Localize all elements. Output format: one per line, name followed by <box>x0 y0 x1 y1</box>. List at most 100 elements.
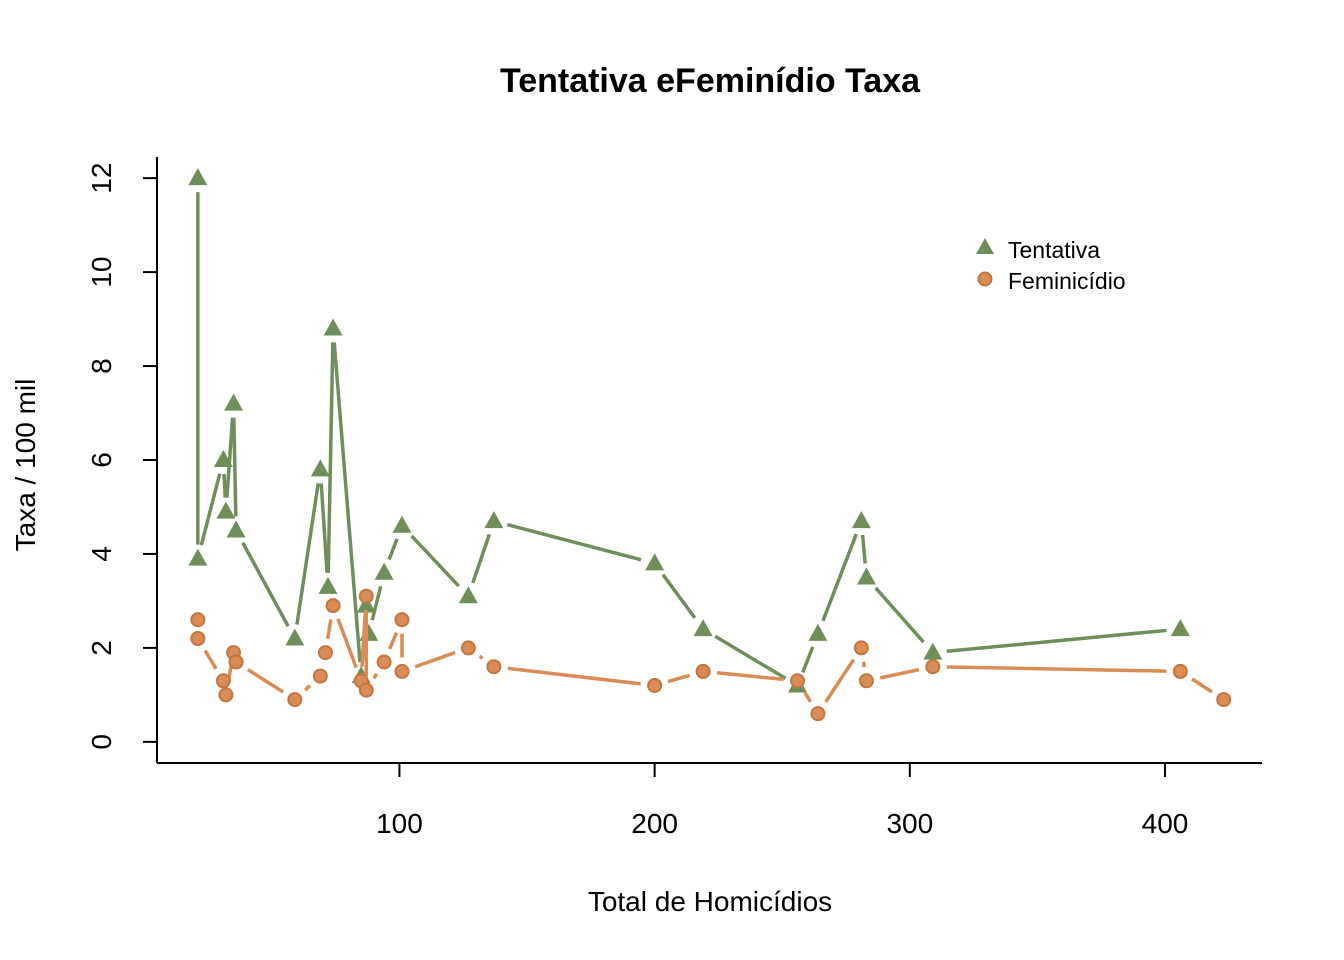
y-axis-label: Taxa / 100 mil <box>10 379 41 552</box>
x-tick-label: 100 <box>376 808 423 839</box>
data-point-circle <box>325 598 341 614</box>
series-line-segment <box>303 684 312 692</box>
y-axis-ticks: 0 2 4 6 8 10 12 <box>86 163 157 750</box>
data-point-circle <box>790 673 806 689</box>
data-point-triangle <box>216 501 236 519</box>
y-tick-label: 12 <box>86 163 117 194</box>
data-point-triangle <box>645 553 665 571</box>
y-tick-label: 0 <box>86 734 117 750</box>
data-point-circle <box>358 682 374 698</box>
data-point-circle <box>358 588 374 604</box>
series-line-segment <box>824 658 856 703</box>
data-point-triangle <box>224 393 244 411</box>
series-line-segment <box>225 417 235 498</box>
series-feminicidio <box>190 588 1232 722</box>
series-line-segment <box>946 665 1167 673</box>
series-line-segment <box>860 534 867 564</box>
series-line-segment <box>241 541 290 628</box>
data-point-circle <box>190 612 206 628</box>
data-point-triangle <box>188 548 208 566</box>
series-line-segment <box>1191 677 1213 694</box>
data-point-triangle <box>693 619 713 637</box>
series-line-segment <box>478 654 484 660</box>
legend: Tentativa Feminicídio <box>976 237 1126 294</box>
series-line-segment <box>222 473 227 498</box>
series-line-segment <box>325 619 333 640</box>
data-point-circle <box>486 659 502 675</box>
data-point-circle <box>647 677 663 693</box>
data-point-circle <box>695 663 711 679</box>
legend-label-feminicidio: Feminicídio <box>1008 268 1126 294</box>
series-line-segment <box>874 586 925 644</box>
series-line-segment <box>326 342 335 573</box>
legend-marker-tentativa <box>976 238 994 254</box>
series-line-segment <box>506 522 642 562</box>
series-line-segment <box>370 585 383 621</box>
data-point-triangle <box>285 628 305 646</box>
data-point-triangle <box>856 567 876 585</box>
x-axis-ticks: 100 200 300 400 <box>376 763 1188 839</box>
series-line-segment <box>387 538 399 561</box>
y-tick-label: 2 <box>86 640 117 656</box>
data-point-triangle <box>226 520 246 538</box>
series-line-segment <box>319 483 329 573</box>
data-point-circle <box>215 673 231 689</box>
data-point-triangle <box>356 595 376 613</box>
x-tick-label: 400 <box>1142 808 1189 839</box>
legend-marker-feminicidio <box>977 271 993 287</box>
series-line-segment <box>199 473 222 546</box>
series-line-segment <box>295 482 320 625</box>
chart-title: Tentativa eFeminídio Taxa <box>500 62 921 100</box>
data-point-triangle <box>851 511 871 529</box>
data-point-circle <box>228 654 244 670</box>
series-line-segment <box>507 666 641 686</box>
series-line-segment <box>821 533 858 622</box>
data-point-triangle <box>808 623 828 641</box>
series-line-segment <box>203 649 218 670</box>
y-tick-label: 8 <box>86 358 117 374</box>
x-axis-label: Total de Homicídios <box>588 886 832 917</box>
series-tentativa <box>188 168 1190 693</box>
series-line-segment <box>332 342 362 663</box>
data-point-triangle <box>1170 619 1190 637</box>
y-tick-label: 4 <box>86 546 117 562</box>
data-point-triangle <box>392 515 412 533</box>
data-point-circle <box>853 640 869 656</box>
data-point-triangle <box>484 511 504 529</box>
legend-label-tentativa: Tentativa <box>1008 237 1100 263</box>
data-point-circle <box>376 654 392 670</box>
data-point-circle <box>858 673 874 689</box>
series-line-segment <box>372 672 379 680</box>
series-line-segment <box>387 631 399 650</box>
series-line-segment <box>803 691 813 703</box>
plot-area <box>188 168 1232 722</box>
series-line-segment <box>661 573 697 619</box>
data-point-triangle <box>213 450 233 467</box>
data-point-circle <box>218 687 234 703</box>
data-point-triangle <box>458 586 478 604</box>
series-line-segment <box>246 668 284 694</box>
data-point-circle <box>1172 663 1188 679</box>
series-line-segment <box>714 634 787 680</box>
series-line-segment <box>232 417 238 517</box>
series-line-segment <box>414 650 456 669</box>
series-line-segment <box>471 533 492 584</box>
data-point-circle <box>394 663 410 679</box>
data-point-circle <box>190 631 206 647</box>
series-line-segment <box>336 618 358 669</box>
series-line-segment <box>410 534 461 588</box>
data-point-circle <box>925 659 941 675</box>
data-point-triangle <box>318 576 338 594</box>
series-line-segment <box>667 673 691 684</box>
data-point-triangle <box>188 168 208 186</box>
data-point-circle <box>460 640 476 656</box>
series-line-segment <box>716 671 784 682</box>
x-tick-label: 300 <box>886 808 933 839</box>
y-tick-label: 10 <box>86 257 117 288</box>
data-point-triangle <box>374 562 394 580</box>
data-point-circle <box>287 692 303 708</box>
data-point-triangle <box>310 459 330 477</box>
data-point-circle <box>312 668 328 684</box>
series-line-segment <box>861 661 867 668</box>
